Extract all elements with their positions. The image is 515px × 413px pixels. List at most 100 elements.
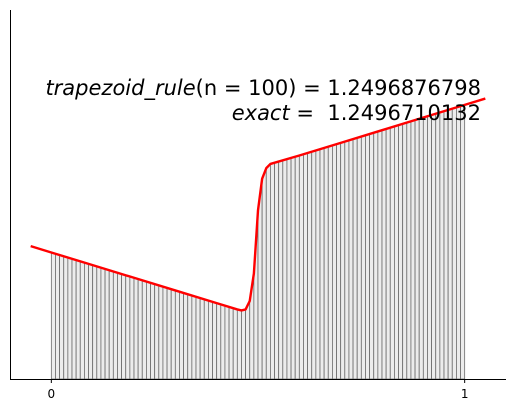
trapezoid-bar <box>323 146 329 380</box>
trapezoid-bar <box>63 255 69 380</box>
trapezoid-bar <box>431 113 437 380</box>
trapezoid-bar <box>307 151 313 380</box>
trapezoid-bar <box>245 300 251 380</box>
trapezoid-bar <box>179 291 185 380</box>
trapezoid-bar <box>216 302 222 380</box>
trapezoid-bar <box>96 265 102 380</box>
trapezoid-bar <box>460 104 466 380</box>
trapezoid-bar <box>360 134 366 380</box>
trapezoid-bar <box>191 294 197 380</box>
trapezoid-bar <box>92 264 98 380</box>
trapezoid-bar <box>331 143 337 380</box>
trapezoid-bar <box>385 127 391 380</box>
trapezoid-bar <box>435 111 441 380</box>
trapezoid-bar <box>232 307 238 380</box>
trapezoid-bar <box>369 132 375 380</box>
trapezoid-bar <box>150 282 156 380</box>
trapezoid-bar <box>228 306 234 380</box>
trapezoid-bar <box>170 288 176 380</box>
trapezoid-bar <box>59 254 65 380</box>
trapezoid-bar <box>356 135 362 380</box>
trapezoid-bar <box>439 110 445 380</box>
trapezoid-bar <box>336 142 342 380</box>
trapezoid-bar <box>241 308 247 380</box>
trapezoid-bar <box>121 273 127 380</box>
trapezoid-bar <box>274 160 280 380</box>
trapezoid-bar <box>183 292 189 380</box>
trapezoid-bar <box>112 270 118 380</box>
trapezoid-bar <box>269 162 275 380</box>
trapezoid-bar <box>75 259 81 380</box>
trapezoid-bar <box>158 284 164 380</box>
trapezoid-bar <box>199 297 205 380</box>
trapezoid-bar <box>327 144 333 380</box>
trapezoid-bar <box>141 279 147 380</box>
annotation-trapezoid: trapezoid_rule(n = 100) = 1.2496876798 <box>45 76 481 101</box>
trapezoid-bar <box>315 148 321 380</box>
trapezoid-bar <box>265 162 271 380</box>
trapezoid-bars <box>50 104 466 380</box>
trapezoid-bar <box>398 123 404 380</box>
trapezoid-bar <box>67 257 73 380</box>
x-tick-label: 1 <box>461 387 469 401</box>
trapezoid-bar <box>303 152 309 380</box>
trapezoid-bar <box>311 149 317 380</box>
trapezoid-bar <box>455 105 461 380</box>
trapezoid-bar <box>195 296 201 380</box>
trapezoid-bar <box>422 115 428 380</box>
trapezoid-bar <box>100 267 106 380</box>
trapezoid-bar <box>55 253 60 380</box>
trapezoid-bar <box>373 130 379 380</box>
trapezoid-bar <box>117 272 122 380</box>
trapezoid-bar <box>406 120 412 380</box>
trapezoid-bar <box>427 114 433 380</box>
trapezoid-bar <box>133 277 139 380</box>
trapezoid-bar <box>261 167 267 380</box>
trapezoid-bar <box>84 262 89 380</box>
x-tick-label: 0 <box>48 387 56 401</box>
trapezoid-bar <box>50 251 56 380</box>
trapezoid-bar <box>166 287 172 380</box>
trapezoid-bar <box>290 156 296 380</box>
trapezoid-bar <box>137 278 143 380</box>
trapezoid-bar <box>286 157 292 380</box>
trapezoid-bar <box>344 139 350 380</box>
trapezoid-bar <box>451 106 457 380</box>
trapezoid-bar <box>414 118 420 380</box>
trapezoid-bar <box>220 303 226 380</box>
trapezoid-bar <box>104 268 110 380</box>
trapezoid-bar <box>88 263 94 380</box>
trapezoid-bar <box>125 274 131 380</box>
trapezoid-bar <box>410 119 416 380</box>
trapezoid-bar <box>224 305 230 380</box>
function-curve <box>30 97 486 312</box>
trapezoid-bar <box>381 128 387 380</box>
trapezoid-bar <box>154 283 160 380</box>
trapezoid-bar <box>129 275 135 380</box>
trapezoid-bar <box>393 124 399 380</box>
trapezoid-bar <box>203 298 209 380</box>
trapezoid-bar <box>348 138 354 380</box>
trapezoid-bar <box>174 289 180 380</box>
trapezoid-bar <box>298 153 304 380</box>
trapezoid-bar <box>108 269 114 380</box>
trapezoid-bar <box>71 258 77 380</box>
trapezoid-bar <box>418 116 424 380</box>
trapezoid-bar <box>340 141 346 380</box>
trapezoid-bar <box>187 293 193 380</box>
trapezoid-bar <box>443 109 449 380</box>
trapezoid-bar <box>212 301 218 380</box>
trapezoid-bar <box>377 129 383 380</box>
trapezoid-bar <box>352 137 358 380</box>
trapezoid-bar <box>389 125 395 380</box>
trapezoid-bar <box>319 147 325 380</box>
trapezoid-bar <box>162 286 168 380</box>
trapezoid-bar <box>278 159 284 380</box>
trapezoid-bar <box>79 260 85 380</box>
annotation-exact: exact = 1.2496710132 <box>232 101 481 125</box>
trapezoid-bar <box>282 158 288 380</box>
trapezoid-bar <box>207 300 213 380</box>
trapezoid-bar <box>402 122 408 380</box>
